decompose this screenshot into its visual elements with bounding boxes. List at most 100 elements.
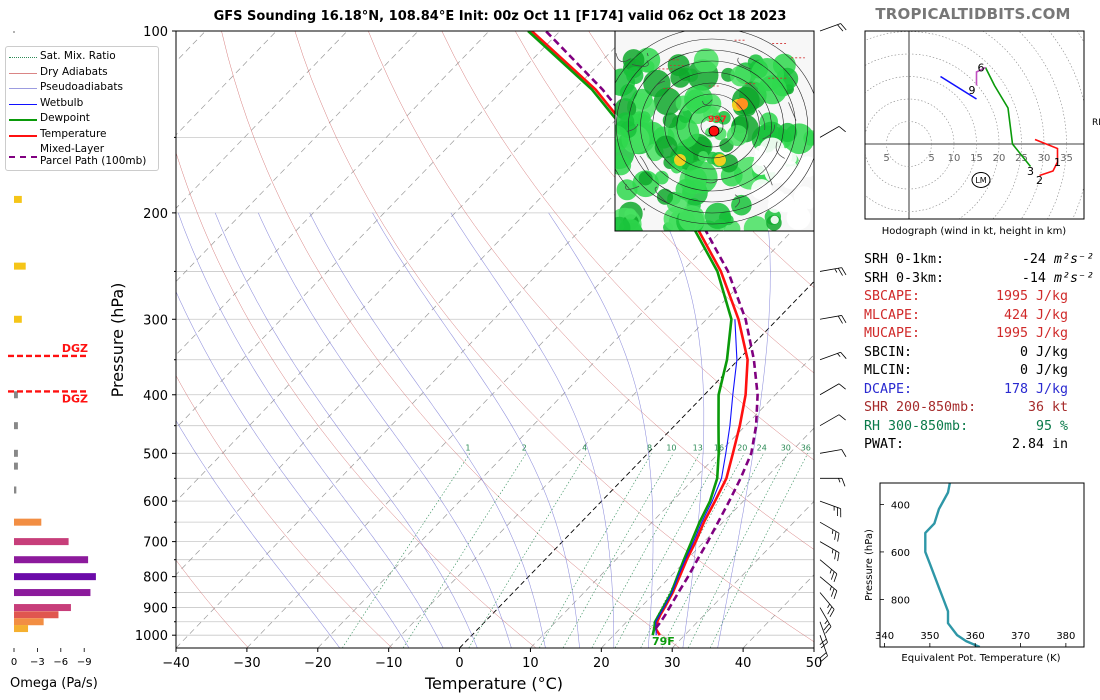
omega-x-tick-label: −6 <box>53 657 68 668</box>
omega-bar <box>14 573 96 581</box>
wind-barb-flag <box>841 449 847 458</box>
dry-adiabat-line <box>176 559 249 648</box>
omega-bar <box>14 625 29 633</box>
stat-row: SBCAPE: 1995 J/kg <box>864 289 1094 308</box>
x-tick-label: −40 <box>162 656 189 671</box>
stat-label: SHR 200-850mb: <box>864 400 977 415</box>
legend-label: Temperature <box>40 127 107 140</box>
x-tick-label: −30 <box>233 656 260 671</box>
pseudoadiabat-line <box>309 212 546 648</box>
wind-barb <box>819 559 838 583</box>
omega-bar <box>14 538 69 546</box>
mixing-ratio-line <box>688 453 789 648</box>
map-precip-blob <box>675 178 697 201</box>
stat-label: MUCAPE: <box>864 326 921 341</box>
map-precip-blob <box>704 202 731 229</box>
y-tick-label: 400 <box>143 389 168 404</box>
dgz-label: DGZ <box>62 342 88 355</box>
stat-value: 178 J/kg <box>1004 382 1068 397</box>
wind-barb-shaft <box>819 23 841 32</box>
mixing-ratio-label: 10 <box>666 443 676 452</box>
map-precip-blob <box>684 84 713 114</box>
map-precip-blob <box>697 150 709 162</box>
stat-row: MLCIN: 0 J/kg <box>864 363 1094 382</box>
mixing-ratio-label: 30 <box>781 443 791 452</box>
y-tick-label: 900 <box>143 602 168 617</box>
dry-adiabat-line <box>441 31 814 461</box>
stat-value-number: -14 <box>1021 270 1046 286</box>
stat-row: MLCAPE: 424 J/kg <box>864 308 1094 327</box>
omega-bar <box>14 315 22 323</box>
wind-barb-flag <box>838 383 846 390</box>
x-tick-label: −20 <box>304 656 331 671</box>
wind-barb-flag <box>834 550 837 560</box>
map-precip-blob <box>643 69 671 98</box>
mixing-ratio-label: 24 <box>757 443 767 452</box>
map-precip-blob <box>656 188 674 205</box>
hodograph-ring-label: 30 <box>1038 153 1051 164</box>
pseudoadiabat-line <box>548 212 654 648</box>
stat-label: SRH 0-3km: <box>864 270 945 286</box>
stat-value-number: 424 J/kg <box>1003 307 1068 323</box>
map-heavy-precip <box>674 154 686 166</box>
map-coastline <box>631 60 649 67</box>
stat-label: SBCAPE: <box>864 289 921 304</box>
stat-label: SBCIN: <box>864 344 913 360</box>
wind-barb-flag <box>833 590 838 599</box>
map-heavy-precip <box>714 154 726 166</box>
chart-title: GFS Sounding 16.18°N, 108.84°E Init: 00z… <box>213 9 787 24</box>
stat-value: 95 % <box>1036 419 1068 434</box>
x-axis-label: Temperature (°C) <box>424 674 563 693</box>
map-isobar <box>688 104 736 148</box>
hodograph-ring-label: 15 <box>970 153 983 164</box>
sounding-stats: SRH 0-1km: -24 m²s⁻² SRH 0-3km: -14 m²s⁻² SB… <box>864 252 1094 456</box>
hodograph-ring-label: 5 <box>883 153 889 164</box>
dry-adiabat-line <box>176 375 393 648</box>
theta-e-x-tick-label: 370 <box>1011 631 1030 642</box>
wind-barb-half-flag <box>827 603 830 608</box>
stat-row: SRH 0-3km: -14 m²s⁻² <box>864 271 1094 290</box>
wind-barb-half-flag <box>824 620 828 625</box>
mixing-ratio-line <box>539 453 652 648</box>
wind-barb <box>819 500 842 518</box>
pseudoadiabat-line <box>176 290 410 648</box>
dry-adiabat-line <box>294 31 814 643</box>
mixing-ratio-label: 2 <box>522 443 527 452</box>
mixing-ratio-line <box>468 453 587 648</box>
wind-barb-shaft <box>819 351 841 361</box>
map-isobar <box>615 31 814 225</box>
theta-e-plot <box>924 483 981 647</box>
stat-unit: m²s⁻² <box>1045 270 1094 286</box>
theta-e-y-tick-label: 800 <box>891 595 910 606</box>
theta-e-x-tick-label: 350 <box>920 631 939 642</box>
stat-row: SRH 0-1km: -24 m²s⁻² <box>864 252 1094 271</box>
wind-barb-shaft <box>819 521 840 534</box>
map-precip-blob <box>743 215 769 231</box>
isotherm-line <box>601 427 814 648</box>
omega-x-tick-label: 0 <box>11 657 17 668</box>
map-precip-blob <box>616 179 638 201</box>
omega-bar <box>14 462 18 470</box>
mixing-ratio-label: 36 <box>801 443 811 452</box>
map-isobar <box>652 71 772 181</box>
wind-barb-flag <box>820 655 828 662</box>
wind-barb-half-flag <box>829 586 832 591</box>
theta-e-x-tick-label: 340 <box>875 631 894 642</box>
map-location-marker <box>708 125 720 137</box>
legend-swatch <box>9 103 37 105</box>
wind-barb-flag <box>825 626 832 634</box>
map-clear-patch <box>751 179 772 200</box>
pseudoadiabat-line <box>717 212 771 648</box>
y-tick-label: 700 <box>143 536 168 551</box>
wind-barb-flag <box>833 573 838 583</box>
x-tick-label: 20 <box>593 656 610 671</box>
profile-dewpoint <box>527 31 733 636</box>
theta-e-line <box>924 483 981 647</box>
map-coastline <box>639 155 649 171</box>
mixing-ratio-line <box>402 453 527 648</box>
y-axis-label: Pressure (hPa) <box>108 283 127 398</box>
wind-barb-shaft <box>819 607 832 627</box>
theta-e-ylabel: Pressure (hPa) <box>864 529 875 601</box>
theta-e-y-tick-label: 400 <box>891 500 910 511</box>
